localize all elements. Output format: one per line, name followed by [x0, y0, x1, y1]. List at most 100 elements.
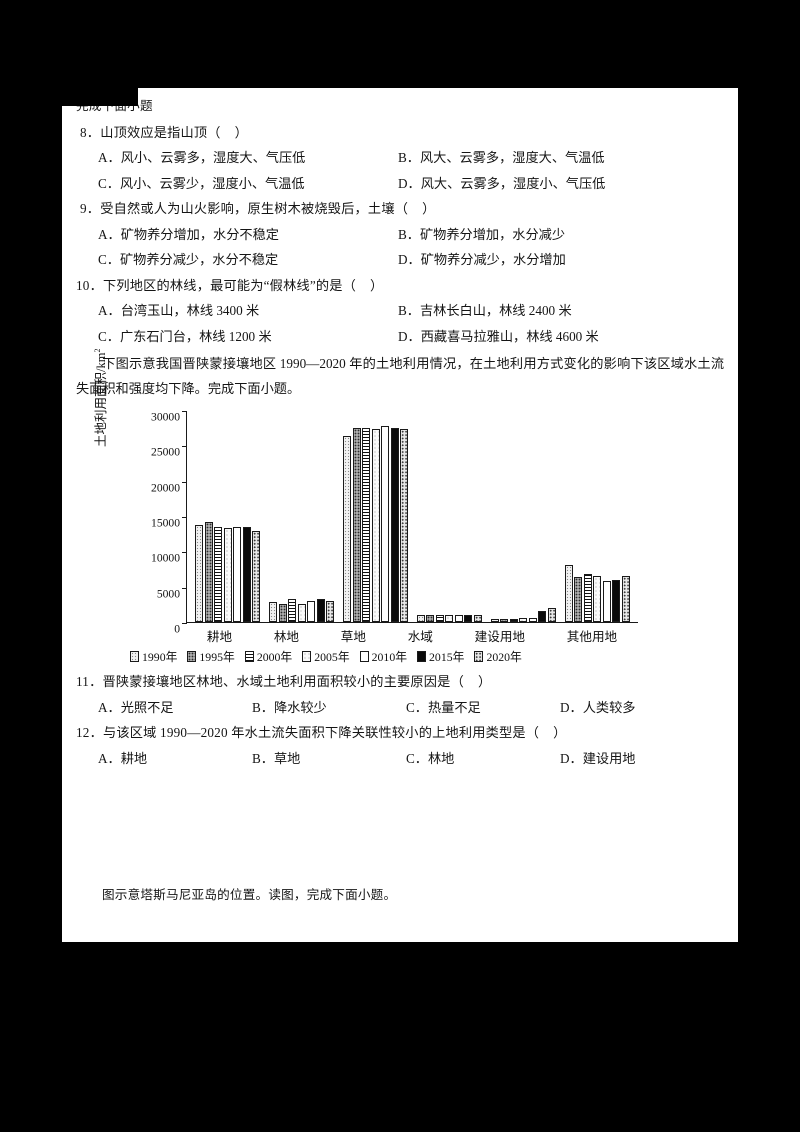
chart-legend-swatch [244, 651, 254, 662]
question-12-option-d[interactable]: D．建设用地 [560, 750, 636, 766]
chart-bar [416, 614, 425, 622]
chart-bar-group [490, 411, 556, 622]
question-12-option-c[interactable]: C．林地 [406, 750, 455, 766]
chart-y-tick-label: 5000 [156, 587, 180, 601]
chart-bar [371, 429, 380, 622]
chart-bar [326, 600, 335, 622]
question-9-options-row-1: A．矿物养分增加，水分不稳定 B．矿物养分增加，水分减少 [98, 222, 724, 248]
chart-legend: 1990年 1995年 2000年 2005年 2010年 2015年 2020年 [130, 648, 650, 665]
chart-bar-group [564, 411, 630, 622]
passage-line-2: 土流失面积和强度均下降。完成下面小题。 [76, 356, 725, 396]
chart-y-tick-mark [182, 552, 187, 554]
chart-bar [223, 528, 232, 622]
question-9-option-b[interactable]: B．矿物养分增加，水分减少 [398, 226, 566, 242]
question-10-option-b[interactable]: B．吉林长白山，林线 2400 米 [398, 303, 572, 318]
chart-bar [352, 428, 361, 622]
chart-legend-item: 2015年 [417, 648, 464, 665]
chart-legend-label: 2010年 [371, 650, 408, 664]
question-8-option-d[interactable]: D．风大、云雾多，湿度小、气压低 [398, 175, 606, 191]
chart-bar [528, 617, 537, 622]
chart-bar [252, 530, 261, 622]
question-8-text: 山顶效应是指山顶（ ） [100, 124, 249, 140]
chart-legend-swatch [359, 651, 369, 662]
question-10-text: 下列地区的林线，最可能为“假林线”的是（ ） [102, 277, 384, 293]
chart-y-tick-mark [182, 517, 187, 518]
scan-notch-1 [0, 128, 20, 156]
chart-legend-label: 2015年 [429, 650, 465, 664]
scan-notch-top [62, 88, 138, 106]
chart-bar [612, 579, 621, 622]
scan-notch-2 [0, 156, 14, 182]
question-8-option-b[interactable]: B．风大、云雾多，湿度大、气温低 [398, 150, 605, 165]
chart-legend-item: 2010年 [359, 648, 408, 665]
chart-bar [583, 573, 592, 622]
chart-bar [307, 600, 316, 622]
chart-bar [426, 614, 435, 622]
question-9-option-a[interactable]: A．矿物养分增加，水分不稳定 [98, 226, 279, 242]
chart-bar [233, 527, 242, 622]
question-12-option-a[interactable]: A．耕地 [98, 750, 148, 766]
chart-legend-swatch [302, 651, 312, 662]
chart-y-tick-label: 30000 [151, 410, 180, 424]
question-10-option-c[interactable]: C．广东石门台，林线 1200 米 [98, 328, 272, 344]
chart-bar [195, 525, 204, 622]
question-9-number: 9． [80, 201, 101, 216]
question-11-options-row: A．光照不足 B．降水较少 C．热量不足 D．人类较多 [98, 695, 724, 721]
question-10-options-row-1: A．台湾玉山，林线 3400 米 B．吉林长白山，林线 2400 米 [98, 298, 724, 324]
chart-bar [464, 614, 473, 622]
chart-y-tick-label: 20000 [151, 481, 180, 495]
chart-bar-group [343, 411, 409, 622]
chart-bar [538, 611, 547, 622]
question-10-option-d[interactable]: D．西藏喜马拉雅山，林线 4600 米 [398, 328, 599, 344]
question-11-text: 晋陕蒙接壤地区林地、水域土地利用面积较小的主要原因是（ ） [102, 674, 492, 689]
chart-bar [547, 607, 556, 622]
chart-y-tick-label: 0 [174, 622, 180, 636]
chart-legend-swatch [417, 651, 427, 662]
question-8-option-c[interactable]: C．风小、云雾少，湿度小、气温低 [98, 175, 305, 191]
scan-notch-5 [0, 304, 20, 332]
question-11-option-a[interactable]: A．光照不足 [98, 699, 174, 715]
passage-line-1: 下图示意我国晋陕蒙接壤地区 1990—2020 年的土地利用情况，在土地利用方式… [102, 356, 698, 371]
chart-y-tick-label: 10000 [151, 551, 180, 565]
chart-x-category-label: 其他用地 [566, 630, 618, 644]
chart-y-tick-label: 15000 [151, 516, 180, 530]
question-11-option-c[interactable]: C．热量不足 [406, 699, 481, 715]
question-9-option-c[interactable]: C．矿物养分减少，水分不稳定 [98, 252, 279, 267]
chart-legend-label: 1990年 [142, 650, 178, 664]
land-use-bar-chart: 土地利用面积/km2 0 5000 10000 15000 20000 25000 3000… [93, 349, 654, 669]
chart-plot-area: 0 5000 10000 15000 20000 25000 30000 [151, 411, 638, 636]
chart-legend-item: 2020年 [474, 648, 522, 665]
chart-bar [214, 526, 223, 622]
chart-bar-group [416, 411, 482, 622]
chart-bar-group [269, 411, 335, 622]
chart-bar [390, 427, 399, 622]
chart-bar [278, 604, 287, 622]
question-9-options-row-2: C．矿物养分减少，水分不稳定 D．矿物养分减少，水分增加 [98, 247, 724, 273]
question-11-option-b[interactable]: B．降水较少 [252, 699, 327, 715]
question-8-number: 8． [80, 124, 101, 140]
scan-notch-8 [0, 812, 20, 930]
question-10-option-a[interactable]: A．台湾玉山，林线 3400 米 [98, 303, 260, 318]
question-12-option-b[interactable]: B．草地 [252, 750, 301, 766]
chart-bar [269, 602, 278, 622]
chart-legend-swatch [130, 651, 139, 662]
question-9-option-d[interactable]: D．矿物养分减少，水分增加 [398, 252, 566, 267]
chart-bar [490, 619, 499, 622]
chart-y-tick-mark [182, 446, 187, 448]
chart-legend-label: 1995年 [199, 650, 235, 664]
question-10-number: 10． [76, 277, 103, 293]
chart-legend-swatch [474, 651, 484, 662]
question-11-option-d[interactable]: D．人类较多 [560, 699, 636, 715]
question-9-text: 受自然或人为山火影响，原生树木被烧毁后，土壤（ ） [100, 201, 436, 216]
chart-bar-group [195, 411, 261, 622]
chart-legend-item: 2005年 [302, 648, 350, 665]
chart-x-categories: 耕地 林地 草地 水域 建设用地 其他用地 [186, 626, 638, 645]
chart-bar [400, 429, 409, 622]
chart-bar [519, 618, 528, 622]
question-8-option-a[interactable]: A．风小、云雾多，湿度大、气压低 [98, 150, 306, 165]
chart-legend-item: 2000年 [244, 648, 292, 665]
chart-bar [381, 426, 390, 622]
scan-notch-4 [0, 254, 14, 280]
question-10-options-row-2: C．广东石门台，林线 1200 米 D．西藏喜马拉雅山，林线 4600 米 [98, 324, 724, 350]
